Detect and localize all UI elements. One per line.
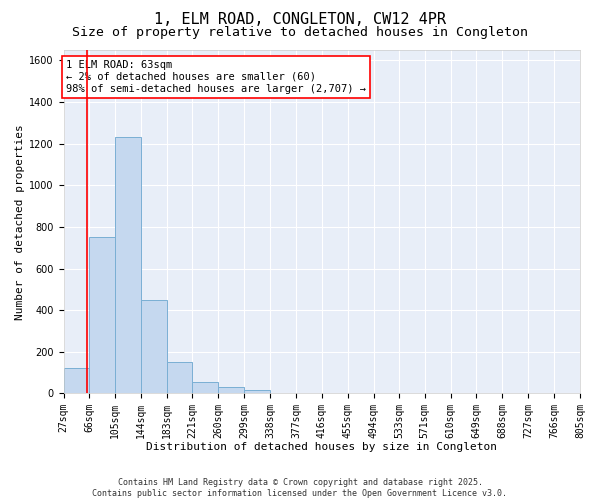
Bar [115, 138, 141, 394]
Bar [193, 382, 218, 394]
Bar [89, 238, 115, 394]
Text: Size of property relative to detached houses in Congleton: Size of property relative to detached ho… [72, 26, 528, 39]
Bar [218, 387, 244, 394]
Bar [64, 368, 89, 394]
Text: 1, ELM ROAD, CONGLETON, CW12 4PR: 1, ELM ROAD, CONGLETON, CW12 4PR [154, 12, 446, 28]
Bar [244, 390, 270, 394]
X-axis label: Distribution of detached houses by size in Congleton: Distribution of detached houses by size … [146, 442, 497, 452]
Y-axis label: Number of detached properties: Number of detached properties [15, 124, 25, 320]
Text: 1 ELM ROAD: 63sqm
← 2% of detached houses are smaller (60)
98% of semi-detached : 1 ELM ROAD: 63sqm ← 2% of detached house… [66, 60, 366, 94]
Text: Contains HM Land Registry data © Crown copyright and database right 2025.
Contai: Contains HM Land Registry data © Crown c… [92, 478, 508, 498]
Bar [167, 362, 193, 394]
Bar [141, 300, 167, 394]
